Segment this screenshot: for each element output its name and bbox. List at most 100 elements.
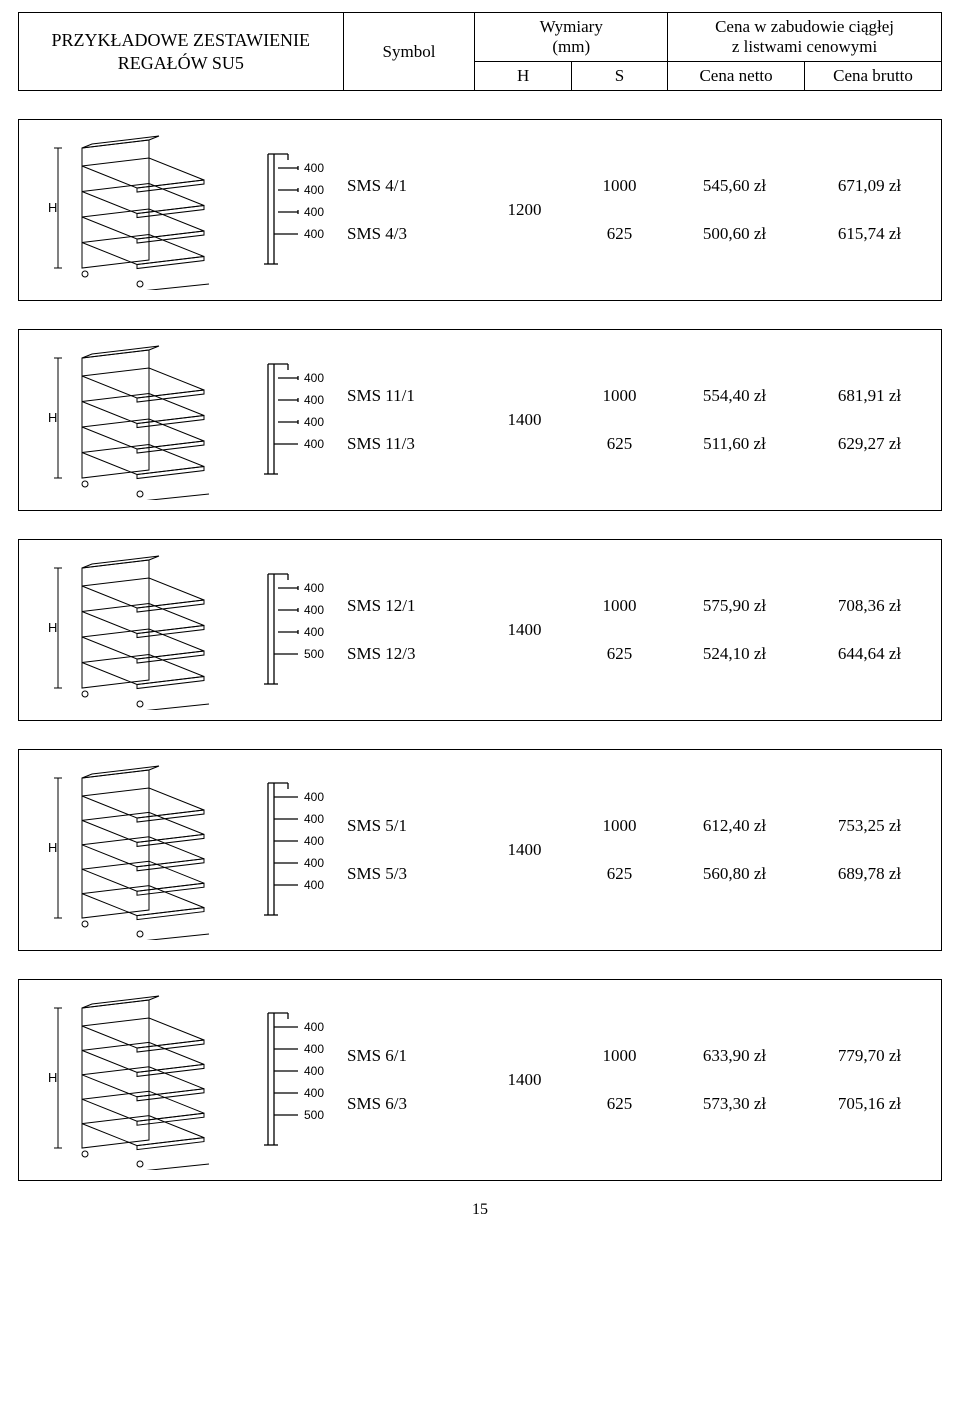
page-number: 15 <box>18 1201 942 1219</box>
svg-text:400: 400 <box>304 878 324 892</box>
price-brutto: 671,09 zł615,74 zł <box>802 162 937 257</box>
dim-s-2: 625 <box>572 420 667 468</box>
dim-h: 1400 <box>477 410 572 430</box>
svg-text:H: H <box>48 410 57 425</box>
svg-text:400: 400 <box>304 856 324 870</box>
svg-text:400: 400 <box>304 161 324 175</box>
svg-text:400: 400 <box>304 581 324 595</box>
svg-text:H: H <box>48 200 57 215</box>
svg-text:400: 400 <box>304 625 324 639</box>
dim-s-1: 1000 <box>572 802 667 850</box>
header-title: PRZYKŁADOWE ZESTAWIENIE REGAŁÓW SU5 <box>19 13 344 91</box>
dim-s: 1000625 <box>572 372 667 467</box>
svg-text:400: 400 <box>304 1064 324 1078</box>
netto-2: 500,60 zł <box>667 210 802 258</box>
svg-text:H: H <box>48 620 57 635</box>
svg-text:H: H <box>48 1070 57 1085</box>
svg-text:500: 500 <box>304 1108 324 1122</box>
col-symbol: Symbol <box>343 13 475 91</box>
svg-text:400: 400 <box>304 834 324 848</box>
dim-s-1: 1000 <box>572 1032 667 1080</box>
symbol-1: SMS 6/1 <box>347 1032 477 1080</box>
symbol-2: SMS 4/3 <box>347 210 477 258</box>
price-netto: 633,90 zł573,30 zł <box>667 1032 802 1127</box>
brutto-1: 779,70 zł <box>802 1032 937 1080</box>
shelf-schematic: 400 400 400 500 <box>249 566 339 694</box>
brutto-1: 708,36 zł <box>802 582 937 630</box>
svg-text:400: 400 <box>304 603 324 617</box>
svg-text:H: H <box>48 840 57 855</box>
brutto-2: 689,78 zł <box>802 850 937 898</box>
brutto-2: 615,74 zł <box>802 210 937 258</box>
svg-text:400: 400 <box>304 371 324 385</box>
col-price: Cena w zabudowie ciągłej z listwami ceno… <box>668 13 942 62</box>
symbol-2: SMS 12/3 <box>347 630 477 678</box>
svg-text:400: 400 <box>304 1042 324 1056</box>
symbol-1: SMS 5/1 <box>347 802 477 850</box>
dim-h: 1400 <box>477 1070 572 1090</box>
netto-1: 575,90 zł <box>667 582 802 630</box>
brutto-1: 681,91 zł <box>802 372 937 420</box>
svg-text:400: 400 <box>304 790 324 804</box>
dim-h: 1400 <box>477 840 572 860</box>
header-table: PRZYKŁADOWE ZESTAWIENIE REGAŁÓW SU5 Symb… <box>18 12 942 91</box>
dim-s-1: 1000 <box>572 372 667 420</box>
price-brutto: 681,91 zł629,27 zł <box>802 372 937 467</box>
header-title-line2: REGAŁÓW SU5 <box>118 53 244 73</box>
shelf-schematic: 400 400 400 400 400 <box>249 775 339 925</box>
price-brutto: 708,36 zł644,64 zł <box>802 582 937 677</box>
netto-1: 545,60 zł <box>667 162 802 210</box>
symbol-2: SMS 11/3 <box>347 420 477 468</box>
dim-s: 1000625 <box>572 802 667 897</box>
dim-h: 1200 <box>477 200 572 220</box>
dim-s-2: 625 <box>572 1080 667 1128</box>
sub-netto: Cena netto <box>668 62 805 91</box>
shelf-diagram: HS <box>19 130 249 290</box>
shelf-schematic: 400 400 400 400 500 <box>249 1005 339 1155</box>
symbol-1: SMS 4/1 <box>347 162 477 210</box>
shelf-diagram: HS <box>19 990 249 1170</box>
product-row: HS400400400400SMS 4/1SMS 4/3120010006255… <box>18 119 942 301</box>
netto-1: 633,90 zł <box>667 1032 802 1080</box>
sub-brutto: Cena brutto <box>805 62 942 91</box>
svg-text:400: 400 <box>304 812 324 826</box>
svg-text:400: 400 <box>304 1020 324 1034</box>
netto-2: 511,60 zł <box>667 420 802 468</box>
svg-text:400: 400 <box>304 183 324 197</box>
sub-h: H <box>475 62 571 91</box>
symbol-cell: SMS 4/1SMS 4/3 <box>339 162 477 257</box>
shelf-schematic: 400 400 400 400 <box>249 356 339 484</box>
dim-s-1: 1000 <box>572 582 667 630</box>
netto-2: 573,30 zł <box>667 1080 802 1128</box>
symbol-cell: SMS 5/1SMS 5/3 <box>339 802 477 897</box>
product-row: HS400400400400SMS 11/1SMS 11/31400100062… <box>18 329 942 511</box>
svg-text:400: 400 <box>304 227 324 241</box>
svg-text:400: 400 <box>304 393 324 407</box>
svg-text:400: 400 <box>304 205 324 219</box>
svg-text:500: 500 <box>304 647 324 661</box>
product-row: HS 400 400 400 400 500 SMS 6/1SMS 6/3140010006… <box>18 979 942 1181</box>
price-netto: 575,90 zł524,10 zł <box>667 582 802 677</box>
price-netto: 554,40 zł511,60 zł <box>667 372 802 467</box>
col-dimensions: Wymiary (mm) <box>475 13 668 62</box>
symbol-cell: SMS 6/1SMS 6/3 <box>339 1032 477 1127</box>
sub-s: S <box>571 62 667 91</box>
netto-2: 524,10 zł <box>667 630 802 678</box>
dim-s-2: 625 <box>572 630 667 678</box>
dim-s-2: 625 <box>572 850 667 898</box>
dim-s: 1000625 <box>572 1032 667 1127</box>
rows-container: HS400400400400SMS 4/1SMS 4/3120010006255… <box>18 119 942 1181</box>
dim-s-2: 625 <box>572 210 667 258</box>
brutto-2: 629,27 zł <box>802 420 937 468</box>
svg-text:400: 400 <box>304 415 324 429</box>
svg-text:400: 400 <box>304 1086 324 1100</box>
netto-1: 554,40 zł <box>667 372 802 420</box>
product-row: HS400400400400400SMS 5/1SMS 5/3140010006… <box>18 749 942 951</box>
svg-text:400: 400 <box>304 437 324 451</box>
symbol-cell: SMS 11/1SMS 11/3 <box>339 372 477 467</box>
symbol-2: SMS 5/3 <box>347 850 477 898</box>
symbol-cell: SMS 12/1SMS 12/3 <box>339 582 477 677</box>
brutto-2: 705,16 zł <box>802 1080 937 1128</box>
header-title-line1: PRZYKŁADOWE ZESTAWIENIE <box>51 30 310 50</box>
brutto-2: 644,64 zł <box>802 630 937 678</box>
